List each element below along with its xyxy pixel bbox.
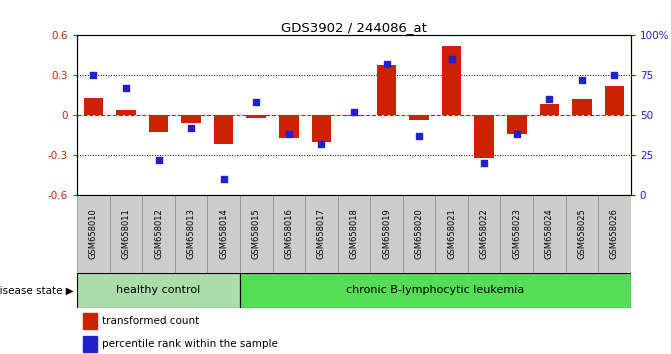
Point xyxy=(283,131,294,137)
Bar xyxy=(403,195,435,273)
Text: GSM658011: GSM658011 xyxy=(121,208,131,259)
Bar xyxy=(507,115,527,133)
Bar xyxy=(207,195,240,273)
Bar xyxy=(149,115,168,132)
Point xyxy=(218,176,229,182)
Bar xyxy=(84,98,103,115)
Text: GSM658020: GSM658020 xyxy=(415,208,423,259)
Bar xyxy=(468,195,501,273)
Point xyxy=(479,160,490,166)
Text: GSM658018: GSM658018 xyxy=(350,208,358,259)
Bar xyxy=(142,195,175,273)
Bar xyxy=(442,46,462,115)
Bar xyxy=(572,99,592,115)
Text: GSM658023: GSM658023 xyxy=(512,208,521,259)
Bar xyxy=(116,110,136,115)
Point xyxy=(316,141,327,147)
Bar xyxy=(175,195,207,273)
Bar xyxy=(83,313,97,329)
Bar xyxy=(240,195,272,273)
Bar xyxy=(305,195,338,273)
Text: GSM658013: GSM658013 xyxy=(187,208,196,259)
Point xyxy=(414,133,425,138)
Bar xyxy=(83,336,97,352)
Text: GSM658025: GSM658025 xyxy=(577,208,586,259)
Bar xyxy=(598,195,631,273)
Bar xyxy=(77,273,240,308)
Text: disease state ▶: disease state ▶ xyxy=(0,285,74,295)
Point xyxy=(446,56,457,62)
Bar xyxy=(376,64,397,115)
Bar xyxy=(240,273,631,308)
Bar xyxy=(566,195,598,273)
Point xyxy=(511,131,522,137)
Bar xyxy=(605,86,624,115)
Bar xyxy=(77,195,110,273)
Bar xyxy=(311,115,331,142)
Bar xyxy=(370,195,403,273)
Text: GSM658026: GSM658026 xyxy=(610,208,619,259)
Bar xyxy=(474,115,494,158)
Bar xyxy=(344,115,364,116)
Point xyxy=(153,157,164,162)
Point xyxy=(121,85,132,91)
Bar xyxy=(338,195,370,273)
Text: GSM658015: GSM658015 xyxy=(252,208,261,259)
Text: GSM658022: GSM658022 xyxy=(480,208,488,259)
Text: GSM658010: GSM658010 xyxy=(89,208,98,259)
Point xyxy=(576,77,587,83)
Point xyxy=(349,109,360,115)
Bar xyxy=(539,104,559,115)
Text: GSM658019: GSM658019 xyxy=(382,208,391,259)
Text: percentile rank within the sample: percentile rank within the sample xyxy=(102,339,278,349)
Bar xyxy=(501,195,533,273)
Point xyxy=(544,96,555,102)
Bar xyxy=(272,195,305,273)
Text: chronic B-lymphocytic leukemia: chronic B-lymphocytic leukemia xyxy=(346,285,525,295)
Bar xyxy=(214,115,234,144)
Point xyxy=(186,125,197,131)
Title: GDS3902 / 244086_at: GDS3902 / 244086_at xyxy=(281,21,427,34)
Text: GSM658014: GSM658014 xyxy=(219,208,228,259)
Bar xyxy=(409,115,429,120)
Bar xyxy=(533,195,566,273)
Text: GSM658017: GSM658017 xyxy=(317,208,326,259)
Text: transformed count: transformed count xyxy=(102,316,199,326)
Bar xyxy=(110,195,142,273)
Point xyxy=(251,99,262,105)
Text: healthy control: healthy control xyxy=(117,285,201,295)
Point xyxy=(88,72,99,78)
Point xyxy=(381,61,392,67)
Text: GSM658021: GSM658021 xyxy=(447,208,456,259)
Bar xyxy=(246,115,266,118)
Bar xyxy=(181,115,201,123)
Bar xyxy=(435,195,468,273)
Text: GSM658016: GSM658016 xyxy=(285,208,293,259)
Text: GSM658012: GSM658012 xyxy=(154,208,163,259)
Bar xyxy=(279,115,299,138)
Text: GSM658024: GSM658024 xyxy=(545,208,554,259)
Point xyxy=(609,72,620,78)
